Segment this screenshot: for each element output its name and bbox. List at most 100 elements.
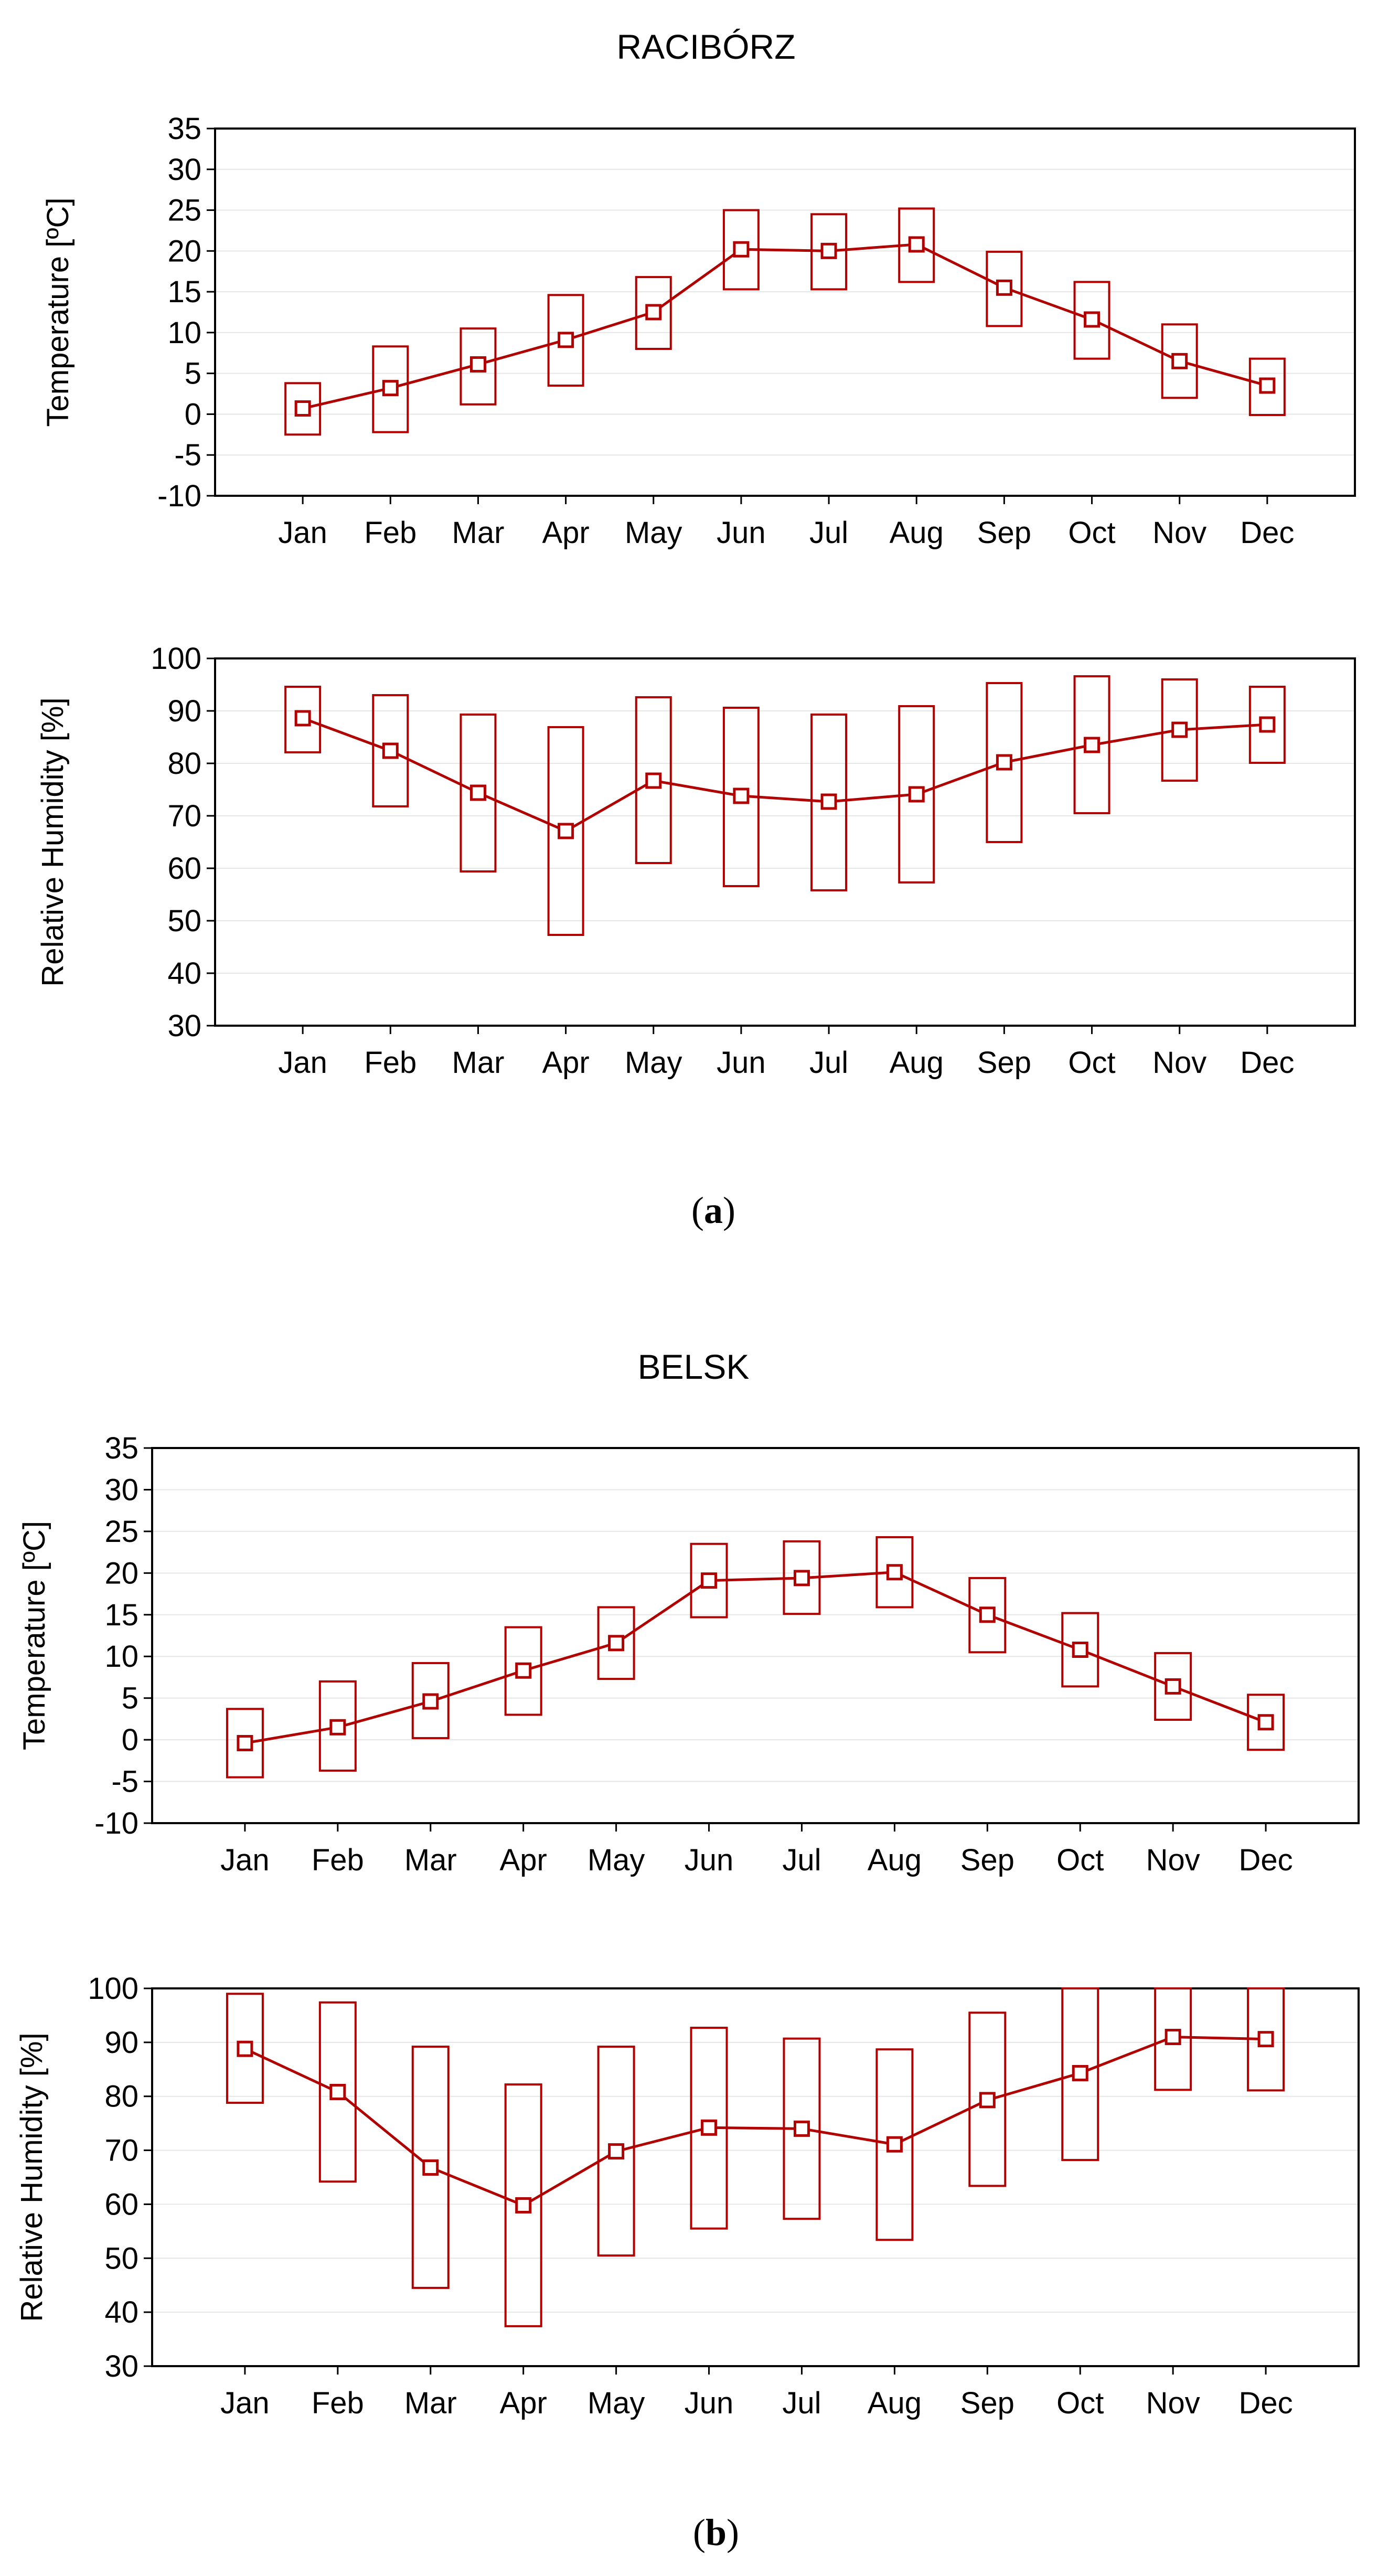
x-tick-label: Apr [542,1046,589,1080]
range-box [597,1606,635,1680]
y-tick-label: 25 [167,194,201,228]
x-tick-label: May [587,2386,645,2420]
mean-point [558,332,574,348]
x-tick-label: Mar [452,1046,505,1080]
x-tick-label: Oct [1056,2386,1104,2420]
mean-point [294,400,311,417]
mean-point [1165,1678,1181,1695]
range-box [411,1662,450,1739]
y-tick-label: 15 [104,1598,138,1632]
x-tick-label: Aug [868,1843,922,1877]
mean-point [701,2119,718,2136]
range-box [547,294,584,387]
x-tick-label: Jun [717,1046,766,1080]
x-tick-label: Sep [977,1046,1031,1080]
x-tick-label: Jan [220,2386,270,2420]
y-tick-label: 70 [167,799,201,833]
y-tick-label: 30 [167,153,201,187]
x-tick-label: Jul [782,2386,821,2420]
y-tick-label: 25 [104,1515,138,1549]
range-box [411,2046,450,2289]
mean-series-line [244,2036,1266,2207]
y-tick-label: 50 [167,904,201,938]
mean-point [329,1719,346,1736]
panel-a-title: RACIBÓRZ [616,27,795,66]
x-tick-label: Jul [809,1046,848,1080]
y-tick-label: 10 [167,316,201,350]
range-box [284,382,322,436]
x-tick-label: Feb [364,516,416,550]
mean-point [515,1662,532,1679]
x-tick-label: Aug [890,516,944,550]
range-box [318,1680,357,1772]
mean-point [237,1734,253,1751]
mean-point [422,2159,439,2176]
y-tick-label: 30 [104,2349,138,2383]
mean-point [820,793,837,810]
mean-series-line [244,1571,1266,1744]
y-tick-label: 60 [104,2187,138,2221]
y-tick-label: 100 [151,642,201,676]
y-tick-label: 10 [104,1640,138,1674]
mean-point [979,2092,996,2109]
mean-point [793,2120,810,2137]
x-tick-label: Mar [404,2386,457,2420]
panel-b-caption: (b) [693,2511,739,2553]
x-tick-label: Dec [1238,1843,1292,1877]
x-tick-label: Jul [809,516,848,550]
mean-point [645,772,662,789]
mean-point [820,242,837,259]
range-box [504,2083,542,2327]
mean-point [422,1693,439,1710]
mean-point [515,2197,532,2213]
raciborz-humidity-chart: 30 40 50 60 70 80 90 100 Jan Feb Mar Apr May Jun Jul Au… [36,642,1356,1080]
y-tick-label: 40 [104,2295,138,2329]
x-tick-label: Nov [1146,1843,1200,1877]
x-tick-label: Feb [312,2386,364,2420]
mean-series-line [302,717,1267,833]
mean-series-line [302,243,1268,410]
mean-point [237,2040,253,2057]
mean-point [1171,353,1188,369]
mean-point [469,784,486,801]
mean-point [1084,311,1101,328]
x-tick-label: Dec [1238,2386,1292,2420]
y-tick-label: -5 [111,1765,138,1799]
x-tick-label: Aug [890,1046,944,1080]
y-axis-label: Temperature [ºC] [17,1521,51,1750]
range-box [986,682,1023,843]
y-tick-label: 80 [167,747,201,781]
x-tick-label: Nov [1152,516,1206,550]
y-tick-label: -5 [174,438,201,472]
range-box [1247,1694,1285,1751]
range-box [1161,323,1198,399]
mean-point [382,742,399,759]
belsk-temperature-chart: -10 -5 0 5 10 15 20 25 30 35 Jan Feb Mar Apr May Jun Jul… [17,1431,1360,1877]
x-tick-label: Apr [500,2386,547,2420]
range-box [875,2048,914,2241]
x-tick-label: Mar [404,1843,457,1877]
mean-point [733,241,750,258]
mean-point [469,356,486,373]
mean-point [733,787,750,804]
y-tick-label: 30 [167,1009,201,1043]
x-tick-label: Dec [1240,1046,1294,1080]
y-tick-label: 80 [104,2080,138,2114]
mean-point [1171,721,1188,738]
range-box [372,345,409,433]
x-tick-label: Mar [452,516,505,550]
mean-point [608,1635,625,1652]
range-box [968,1577,1007,1654]
x-tick-label: Jan [278,1046,327,1080]
range-box [1154,1987,1192,2091]
y-tick-label: 50 [104,2241,138,2275]
panel-a-caption: (a) [691,1189,735,1231]
x-tick-label: Oct [1068,516,1115,550]
range-box [1061,1987,1099,2162]
mean-point [886,1564,903,1581]
mean-point [996,754,1012,771]
x-tick-label: Jun [717,516,766,550]
range-box [810,714,848,891]
x-tick-label: Sep [960,2386,1014,2420]
